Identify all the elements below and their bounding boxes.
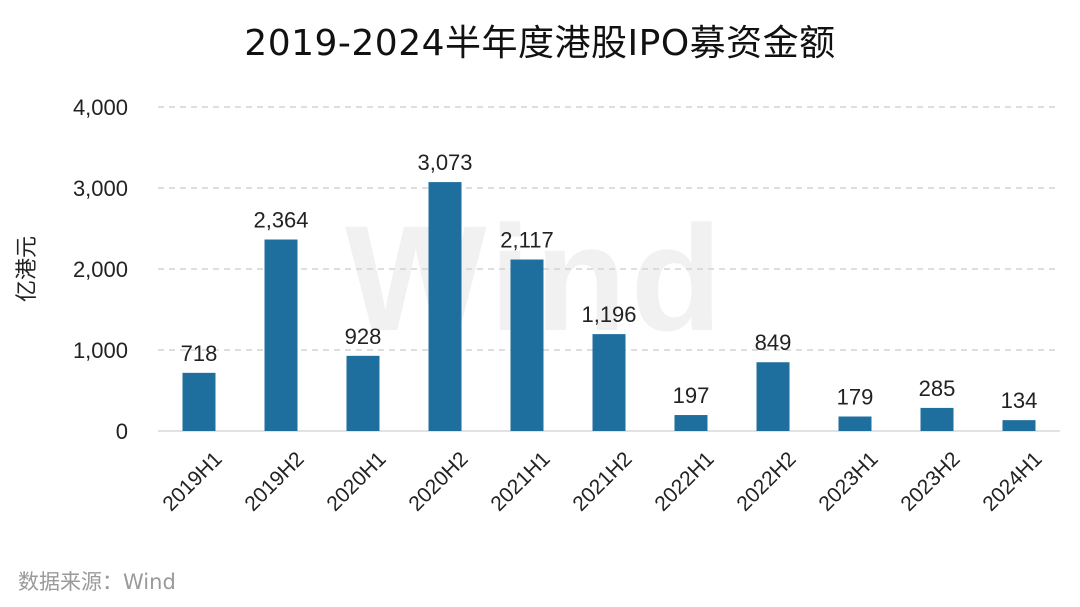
- y-tick-label: 3,000: [73, 176, 128, 201]
- value-label: 179: [837, 385, 874, 410]
- bar-2023H1: [838, 416, 872, 431]
- x-tick-label: 2020H1: [322, 447, 390, 515]
- x-tick-label: 2021H2: [568, 447, 636, 515]
- bar-2020H1: [346, 355, 380, 431]
- value-label: 718: [181, 341, 218, 366]
- bar-2020H2: [428, 182, 462, 431]
- value-label: 197: [673, 383, 710, 408]
- value-label: 285: [919, 376, 956, 401]
- value-label: 849: [755, 330, 792, 355]
- value-labels: 718 2,364 928 3,073 2,117 1,196 197 849 179 285 13…: [181, 150, 1038, 413]
- bar-2021H1: [510, 259, 544, 431]
- bars: [182, 182, 1036, 431]
- value-label: 928: [345, 324, 382, 349]
- bar-2019H1: [182, 372, 216, 431]
- x-tick-label: 2019H1: [158, 447, 226, 515]
- x-tick-labels: 2019H1 2019H2 2020H1 2020H2 2021H1 2021H2 2022…: [158, 447, 1046, 515]
- value-label: 2,117: [500, 228, 553, 253]
- bar-2021H2: [592, 334, 626, 431]
- x-tick-label: 2019H2: [240, 447, 308, 515]
- x-tick-label: 2023H1: [814, 447, 882, 515]
- x-tick-label: 2020H2: [404, 447, 472, 515]
- y-tick-label: 4,000: [73, 95, 128, 120]
- x-tick-label: 2022H1: [650, 447, 718, 515]
- x-tick-label: 2023H2: [896, 447, 964, 515]
- x-tick-label: 2021H1: [486, 447, 554, 515]
- source-note: 数据来源：Wind: [18, 570, 176, 594]
- y-tick-labels: 0 1,000 2,000 3,000 4,000: [73, 95, 128, 444]
- x-tick-label: 2022H2: [732, 447, 800, 515]
- value-label: 2,364: [253, 208, 308, 233]
- bar-2022H1: [674, 415, 708, 431]
- bar-2022H2: [756, 362, 790, 431]
- value-label: 134: [1001, 388, 1038, 413]
- bar-2023H2: [920, 407, 954, 431]
- y-tick-label: 2,000: [73, 257, 128, 282]
- x-tick-label: 2024H1: [978, 447, 1046, 515]
- value-label: 1,196: [581, 302, 636, 327]
- chart-title: 2019-2024半年度港股IPO募资金额: [244, 23, 836, 64]
- y-tick-label: 1,000: [73, 338, 128, 363]
- y-tick-label: 0: [116, 419, 128, 444]
- value-label: 3,073: [417, 150, 472, 175]
- bar-2024H1: [1002, 420, 1036, 431]
- bar-2019H2: [264, 239, 298, 431]
